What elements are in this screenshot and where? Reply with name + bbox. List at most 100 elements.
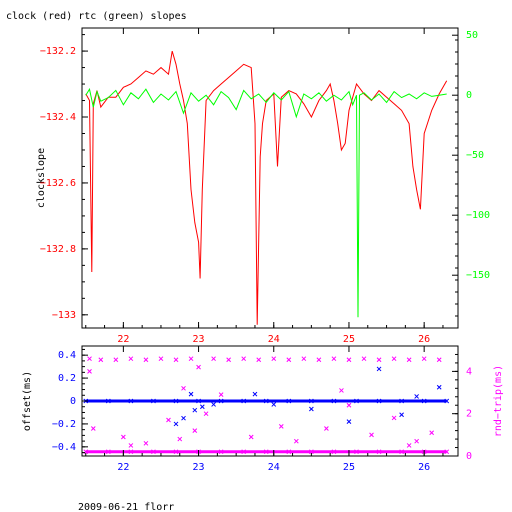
bottom-point-0-27 [414, 394, 419, 399]
bottom-left-tick-label-2: 0 [70, 396, 76, 407]
top-x-tick-label-4: 26 [418, 334, 430, 345]
bottom-point-1-41 [436, 357, 442, 363]
bottom-point-1-43 [90, 426, 96, 431]
top-left-tick-label-3: −132.8 [40, 244, 76, 255]
top-left-tick-label-2: −132.6 [40, 178, 76, 189]
bottom-point-1-37 [376, 357, 382, 363]
bottom-point-1-52 [278, 424, 284, 429]
footer-text: 2009-06-21 florr [78, 502, 174, 512]
bottom-x-tick-label-4: 26 [418, 462, 430, 473]
bottom-point-1-55 [346, 402, 352, 408]
bottom-left-axis-label: offset(ms) [22, 371, 33, 431]
top-right-tick-label-2: −50 [466, 150, 484, 161]
bottom-point-0-23 [309, 406, 314, 412]
bottom-point-0-30 [211, 402, 216, 407]
bottom-point-1-27 [226, 357, 231, 363]
top-left-tick-label-1: −132.4 [40, 112, 76, 123]
bottom-left-ticks: 0.4 0.2 0 −0.2 −0.4 [52, 348, 88, 454]
top-right-tick-label-1: 0 [466, 90, 472, 101]
bottom-point-1-18 [98, 357, 104, 363]
top-series-line-1 [85, 87, 447, 318]
bottom-point-1-22 [158, 356, 164, 362]
bottom-point-1-20 [128, 356, 134, 362]
bottom-left-tick-label-4: −0.4 [52, 442, 76, 453]
bottom-point-1-29 [256, 357, 262, 363]
bottom-point-1-46 [143, 440, 149, 446]
bottom-point-0-20 [199, 404, 205, 410]
bottom-x-tick-label-3: 25 [343, 462, 355, 473]
top-left-tick-label-4: −133 [52, 310, 76, 321]
bottom-point-1-59 [429, 430, 435, 436]
bottom-point-1-56 [369, 432, 374, 438]
bottom-point-1-25 [196, 364, 201, 370]
bottom-x-tick-label-1: 23 [193, 462, 205, 473]
bottom-point-1-39 [406, 357, 412, 363]
bottom-point-0-24 [346, 419, 352, 424]
top-right-ticks: 50 0 −50 −100 −150 [452, 27, 490, 329]
bottom-point-0-19 [192, 407, 198, 413]
top-panel: clockslope −132.2−132.4−132.6−132.8−133 … [36, 27, 490, 345]
chart-title: clock (red) rtc (green) slopes [6, 11, 187, 22]
bottom-point-1-58 [414, 438, 419, 444]
bottom-point-0-22 [271, 402, 277, 407]
bottom-point-1-53 [293, 438, 299, 444]
bottom-right-tick-label-2: 0 [466, 451, 472, 462]
bottom-point-1-36 [361, 356, 367, 362]
bottom-point-1-33 [316, 357, 322, 363]
bottom-point-1-61 [339, 388, 344, 393]
bottom-point-1-60 [406, 443, 412, 448]
bottom-point-1-57 [391, 415, 397, 421]
bottom-point-1-19 [113, 357, 119, 363]
bottom-right-tick-label-0: 4 [466, 366, 472, 377]
bottom-point-0-26 [399, 412, 404, 418]
bottom-point-1-54 [324, 426, 329, 431]
bottom-point-1-48 [177, 436, 183, 442]
bottom-point-1-63 [181, 385, 186, 391]
bottom-series-layer [83, 356, 450, 455]
bottom-point-1-21 [143, 357, 149, 363]
top-left-ticks: −132.2 −132.4 −132.6 −132.8 −133 [40, 34, 88, 321]
bottom-point-1-45 [128, 443, 134, 448]
top-series-layer [85, 50, 448, 325]
top-right-tick-label-3: −100 [466, 210, 490, 221]
bottom-point-1-17 [87, 356, 92, 362]
top-x-tick-label-3: 25 [343, 334, 355, 345]
top-x-tick-label-1: 23 [193, 334, 205, 345]
bottom-point-1-62 [218, 392, 224, 398]
bottom-point-0-29 [188, 391, 194, 397]
bottom-point-1-32 [301, 356, 307, 362]
bottom-point-1-26 [211, 356, 216, 362]
bottom-panel: offset(ms) rnd−trip(ms) 0.40.20−0.2−0.4 … [22, 345, 504, 473]
top-right-tick-label-4: −150 [466, 270, 490, 281]
top-x-ticks: 22 23 24 25 26 [85, 28, 444, 345]
bottom-point-1-42 [87, 369, 92, 374]
top-x-tick-label-2: 24 [268, 334, 280, 345]
bottom-x-ticks: 22 23 24 25 26 [85, 346, 444, 473]
bottom-point-1-40 [421, 356, 427, 362]
bottom-point-0-17 [173, 421, 179, 427]
bottom-right-tick-label-1: 2 [466, 409, 472, 420]
bottom-point-1-31 [286, 357, 292, 363]
bottom-point-0-28 [436, 384, 442, 390]
bottom-point-1-30 [271, 356, 277, 362]
top-series-line-0 [85, 50, 448, 325]
bottom-point-1-35 [346, 357, 352, 363]
bottom-point-1-23 [173, 357, 179, 363]
bottom-point-1-24 [188, 356, 194, 362]
bottom-point-0-21 [252, 391, 258, 397]
bottom-point-1-51 [248, 434, 254, 440]
top-x-tick-label-0: 22 [117, 334, 129, 345]
top-plot-frame [81, 27, 459, 329]
bottom-right-axis-label: rnd−trip(ms) [493, 365, 504, 437]
top-left-axis-label: clockslope [36, 148, 47, 208]
bottom-point-1-38 [391, 356, 397, 362]
bottom-point-1-50 [203, 411, 209, 417]
bottom-x-tick-label-0: 22 [117, 462, 129, 473]
bottom-point-0-25 [376, 366, 382, 372]
top-right-tick-label-0: 50 [466, 30, 478, 41]
bottom-x-tick-label-2: 24 [268, 462, 280, 473]
bottom-point-1-34 [331, 356, 337, 362]
bottom-point-1-47 [166, 417, 171, 423]
bottom-left-tick-label-1: 0.2 [58, 373, 76, 384]
